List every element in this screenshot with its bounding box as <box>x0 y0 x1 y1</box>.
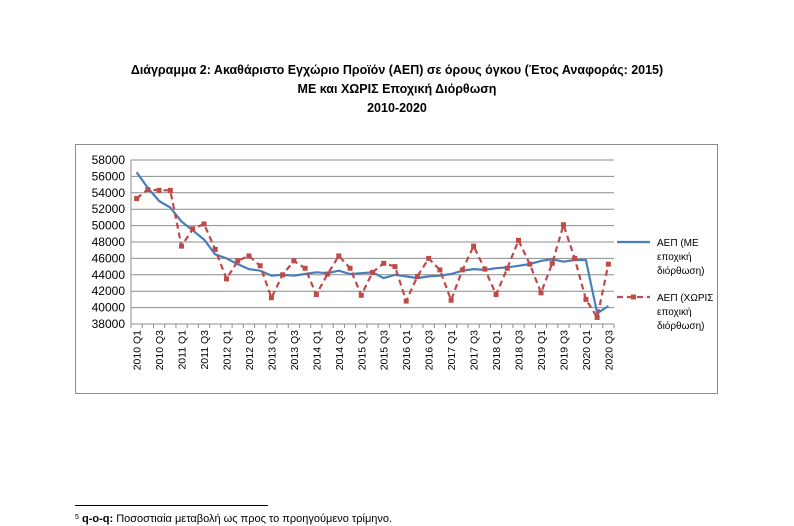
data-point-marker <box>437 267 443 273</box>
x-tick-label: 2010 Q1 <box>132 330 144 370</box>
data-point-marker <box>223 276 229 282</box>
footnote: 5 q-o-q: Ποσοστιαία μεταβολή ως προς το … <box>75 513 392 525</box>
x-tick-label: 2015 Q3 <box>379 330 391 370</box>
data-point-marker <box>605 261 611 267</box>
y-tick-label: 42000 <box>92 284 126 298</box>
chart-title-line-3: 2010-2020 <box>367 101 427 115</box>
data-point-marker <box>134 196 140 202</box>
x-tick-label: 2020 Q1 <box>581 330 593 370</box>
legend-label-line: ΑΕΠ (ΧΩΡΙΣ <box>657 293 713 304</box>
data-point-marker <box>336 253 342 259</box>
y-tick-label: 52000 <box>92 202 126 216</box>
data-point-marker <box>572 255 578 261</box>
chart-title-line-2: ΜΕ και ΧΩΡΙΣ Εποχική Διόρθωση <box>297 82 497 96</box>
x-tick-label: 2014 Q3 <box>334 330 346 370</box>
data-point-marker <box>414 273 420 279</box>
x-tick-label: 2019 Q1 <box>536 330 548 370</box>
data-point-marker <box>538 290 544 296</box>
series-line-unadjusted <box>135 188 610 319</box>
data-point-marker <box>549 260 555 266</box>
data-point-marker <box>325 271 331 277</box>
legend-label-line: εποχική <box>657 251 692 263</box>
x-tick-label: 2012 Q1 <box>221 330 233 370</box>
chart-area: 58000 56000 54000 52000 50000 48000 46000 44000… <box>75 144 718 394</box>
legend-label-line: διόρθωση) <box>657 265 704 277</box>
data-point-marker <box>291 258 297 264</box>
line-chart: 58000 56000 54000 52000 50000 48000 46000 44000… <box>92 153 714 370</box>
footnote-term: q-o-q: <box>81 513 114 525</box>
data-point-marker <box>482 266 488 272</box>
data-point-marker <box>504 265 510 271</box>
data-point-marker <box>358 292 364 298</box>
legend-label-unadjusted: ΑΕΠ (ΧΩΡΙΣ εποχική διόρθωση) <box>657 293 713 332</box>
x-tick-label: 2014 Q1 <box>311 330 323 370</box>
x-tick-label: 2016 Q3 <box>424 330 436 370</box>
x-tick-label: 2018 Q1 <box>491 330 503 370</box>
x-tick-label: 2013 Q3 <box>289 330 301 370</box>
y-tick-label: 38000 <box>92 317 126 331</box>
data-point-marker <box>583 296 589 302</box>
chart-title-line-1: Διάγραμμα 2: Ακαθάριστο Εγχώριο Προϊόν (… <box>130 63 664 77</box>
legend-label-line: εποχική <box>657 306 692 318</box>
y-tick-label: 54000 <box>92 186 126 200</box>
y-tick-label: 50000 <box>92 219 126 233</box>
footnote-divider <box>75 505 268 506</box>
y-tick-label: 48000 <box>92 235 126 249</box>
series-line-seasonally-adjusted <box>135 171 610 315</box>
x-tick-label: 2011 Q1 <box>177 330 189 370</box>
data-point-marker <box>471 243 477 249</box>
legend-label-line: διόρθωση) <box>657 320 704 332</box>
data-point-marker <box>156 187 162 193</box>
data-point-marker <box>459 267 465 273</box>
x-tick-label: 2013 Q1 <box>266 330 278 370</box>
data-point-marker <box>201 221 207 227</box>
legend-label-seasonally-adjusted: ΑΕΠ (ΜΕ εποχική διόρθωση) <box>657 238 704 277</box>
footnote-text: Ποσοστιαία μεταβολή ως προς το προηγούμε… <box>116 513 393 525</box>
footnote-marker: 5 <box>75 514 79 521</box>
legend-label-line: ΑΕΠ (ΜΕ <box>657 238 699 249</box>
legend-marker <box>631 294 636 300</box>
data-point-marker <box>190 226 196 232</box>
x-tick-label: 2017 Q1 <box>446 330 458 370</box>
y-tick-label: 46000 <box>92 251 126 265</box>
data-point-marker <box>145 187 151 193</box>
y-tick-label: 58000 <box>92 153 126 167</box>
x-tick-label: 2019 Q3 <box>558 330 570 370</box>
data-point-marker <box>527 261 533 267</box>
data-point-marker <box>257 263 263 269</box>
data-point-marker <box>392 264 398 270</box>
data-point-marker <box>403 298 409 304</box>
x-tick-label: 2015 Q1 <box>356 330 368 370</box>
x-tick-label: 2016 Q1 <box>401 330 413 370</box>
x-tick-label: 2017 Q3 <box>469 330 481 370</box>
y-tick-label: 56000 <box>92 169 126 183</box>
x-tick-label: 2020 Q3 <box>603 330 615 370</box>
data-point-marker <box>167 187 173 193</box>
x-tick-label: 2012 Q3 <box>244 330 256 370</box>
chart-title: Διάγραμμα 2: Ακαθάριστο Εγχώριο Προϊόν (… <box>0 61 794 118</box>
data-point-marker <box>268 295 274 301</box>
y-tick-label: 44000 <box>92 268 126 282</box>
data-point-marker <box>381 260 387 266</box>
data-point-marker <box>280 272 286 278</box>
y-tick-label: 40000 <box>92 301 126 315</box>
data-point-marker <box>560 222 566 228</box>
data-point-marker <box>313 291 319 297</box>
data-point-marker <box>516 237 522 243</box>
data-point-marker <box>426 255 432 261</box>
data-point-marker <box>212 246 218 252</box>
data-point-marker <box>448 297 454 303</box>
data-point-marker <box>179 243 185 249</box>
data-point-marker <box>347 265 353 271</box>
x-tick-label: 2011 Q3 <box>199 330 211 370</box>
data-point-marker <box>246 253 252 259</box>
data-point-marker <box>493 291 499 297</box>
data-point-marker <box>370 269 375 275</box>
data-point-marker <box>235 258 241 264</box>
data-point-marker <box>594 314 600 320</box>
data-point-marker <box>302 265 308 271</box>
x-tick-label: 2010 Q3 <box>154 330 166 370</box>
x-tick-label: 2018 Q3 <box>514 330 526 370</box>
